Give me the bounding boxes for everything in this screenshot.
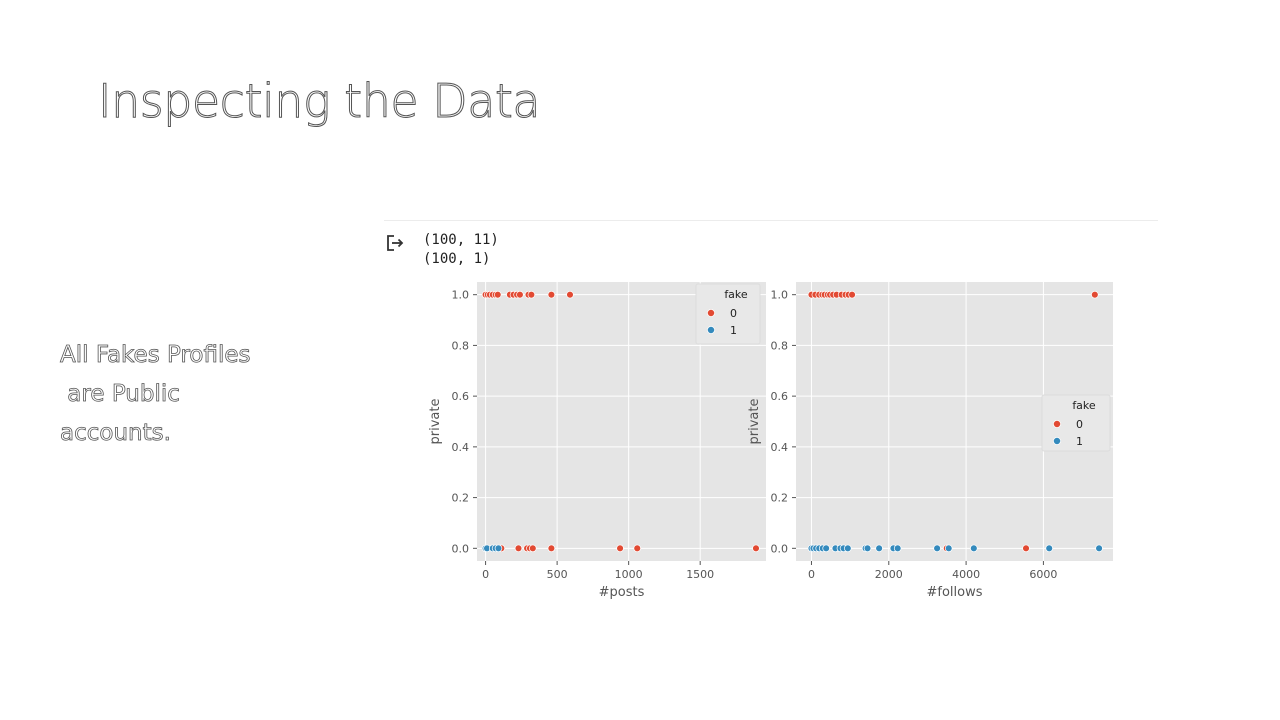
legend-marker xyxy=(1053,437,1061,445)
data-point-fake-0 xyxy=(1022,544,1030,553)
data-point-fake-0 xyxy=(616,544,624,553)
data-point-fake-1 xyxy=(1045,544,1053,553)
y-tick-label: 0.6 xyxy=(452,390,470,403)
data-point-fake-0 xyxy=(516,290,524,299)
y-tick-label: 1.0 xyxy=(452,289,470,302)
data-point-fake-0 xyxy=(1091,290,1099,299)
y-axis-label: private xyxy=(428,399,443,445)
y-tick-label: 1.0 xyxy=(771,289,789,302)
x-tick-label: 500 xyxy=(547,568,568,581)
data-point-fake-0 xyxy=(493,290,502,299)
output-arrow-icon[interactable] xyxy=(385,234,405,252)
data-point-fake-0 xyxy=(566,290,574,299)
x-tick-label: 0 xyxy=(808,568,815,581)
data-point-fake-0 xyxy=(848,290,856,299)
legend-title: fake xyxy=(1072,399,1096,412)
data-point-fake-1 xyxy=(944,544,953,553)
x-tick-label: 1500 xyxy=(686,568,714,581)
legend-marker xyxy=(707,309,715,317)
slide-note: All Fakes Profiles are Public accounts. xyxy=(60,336,251,453)
cell-output: (100, 11) (100, 1) xyxy=(423,231,499,269)
data-point-fake-1 xyxy=(863,544,872,553)
y-tick-label: 0.2 xyxy=(771,492,789,505)
data-point-fake-1 xyxy=(822,544,830,553)
x-axis-label: #posts xyxy=(599,585,645,600)
y-tick-label: 0.8 xyxy=(452,339,470,352)
data-point-fake-0 xyxy=(633,544,641,553)
data-point-fake-0 xyxy=(514,544,523,553)
slide-note-line: are Public xyxy=(60,381,180,408)
data-point-fake-1 xyxy=(1095,544,1103,553)
scatter-panel-follows: 0.0 0.2 0.4 0.6 0.8 1.0 0 2000 4000 6000 #follows p… xyxy=(747,282,1113,600)
legend-label: 1 xyxy=(730,324,737,337)
data-point-fake-0 xyxy=(547,290,556,299)
legend-title: fake xyxy=(724,288,748,301)
data-point-fake-1 xyxy=(494,544,503,553)
legend-label: 0 xyxy=(730,307,737,320)
x-axis-label: #follows xyxy=(926,585,982,600)
legend-label: 0 xyxy=(1076,418,1083,431)
y-tick-label: 0.6 xyxy=(771,390,789,403)
data-point-fake-1 xyxy=(970,544,978,553)
slide-title: Inspecting the Data xyxy=(97,74,541,129)
y-tick-label: 0.4 xyxy=(771,441,789,454)
legend-marker xyxy=(707,326,715,334)
output-line: (100, 11) xyxy=(423,232,499,248)
data-point-fake-0 xyxy=(529,544,537,553)
scatter-charts: 0.00.20.40.60.81.00 500 1000 1500#postspriv… xyxy=(428,282,1113,600)
scatter-panel-posts: 0.0 0.2 0.4 0.6 0.8 1.0 0 500 1000 1500 #posts priv… xyxy=(428,282,766,600)
y-tick-label: 0.0 xyxy=(452,542,470,555)
data-point-fake-0 xyxy=(527,290,536,299)
data-point-fake-1 xyxy=(933,544,941,553)
data-point-fake-0 xyxy=(752,544,760,553)
x-tick-label: 4000 xyxy=(952,568,980,581)
data-point-fake-1 xyxy=(875,544,883,553)
cell-divider xyxy=(384,220,1158,221)
slide-note-line: accounts. xyxy=(60,420,172,447)
x-tick-label: 0 xyxy=(482,568,489,581)
slide-note-line: All Fakes Profiles xyxy=(60,342,251,369)
y-tick-label: 0.0 xyxy=(771,542,789,555)
legend: fake 0 1 xyxy=(1041,394,1111,452)
data-point-fake-0 xyxy=(547,544,556,553)
y-tick-label: 0.4 xyxy=(452,441,470,454)
x-tick-label: 6000 xyxy=(1029,568,1057,581)
legend-label: 1 xyxy=(1076,435,1083,448)
y-tick-label: 0.2 xyxy=(452,492,470,505)
y-axis-label: private xyxy=(747,399,762,445)
legend-box xyxy=(1041,394,1111,452)
x-tick-label: 2000 xyxy=(875,568,903,581)
x-tick-label: 1000 xyxy=(615,568,643,581)
legend: fake 0 1 xyxy=(695,283,761,345)
y-tick-label: 0.8 xyxy=(771,339,789,352)
data-point-fake-1 xyxy=(844,544,852,553)
data-point-fake-1 xyxy=(893,544,902,553)
output-line: (100, 1) xyxy=(423,251,491,267)
legend-marker xyxy=(1053,420,1061,428)
